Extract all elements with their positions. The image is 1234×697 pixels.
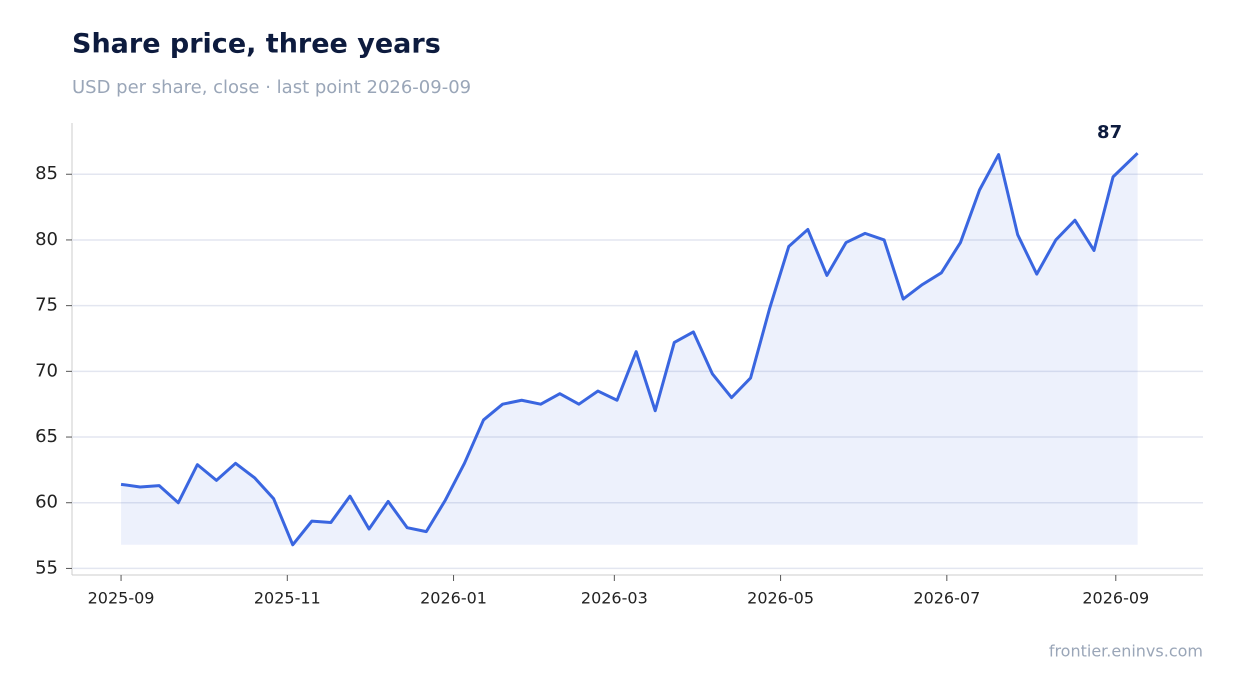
y-tick-label: 60 (35, 492, 58, 513)
y-tick-label: 75 (35, 295, 58, 316)
x-tick-label: 2026-03 (581, 589, 648, 608)
y-tick-label: 80 (35, 229, 58, 250)
line (120, 152, 1139, 547)
x-tick-label: 2025-11 (254, 589, 321, 608)
y-tick-label: 85 (35, 163, 58, 184)
chart-subtitle: USD per share, close · last point 2026-0… (72, 77, 471, 98)
x-tick-label: 2026-07 (913, 589, 980, 608)
source: frontier.eninvs.com (1049, 642, 1203, 661)
y-tick-label: 70 (35, 360, 58, 381)
x-tick-label: 2026-09 (1082, 589, 1149, 608)
value-label: 87 (1097, 122, 1122, 143)
x-tick-label: 2026-01 (420, 589, 487, 608)
y-tick-label: 65 (35, 426, 58, 447)
x-tick-label: 2026-05 (747, 589, 814, 608)
y-tick-label: 55 (35, 557, 58, 578)
chart-title: Share price, three years (72, 29, 441, 60)
area (121, 153, 1138, 545)
x-tick-label: 2025-09 (88, 589, 155, 608)
